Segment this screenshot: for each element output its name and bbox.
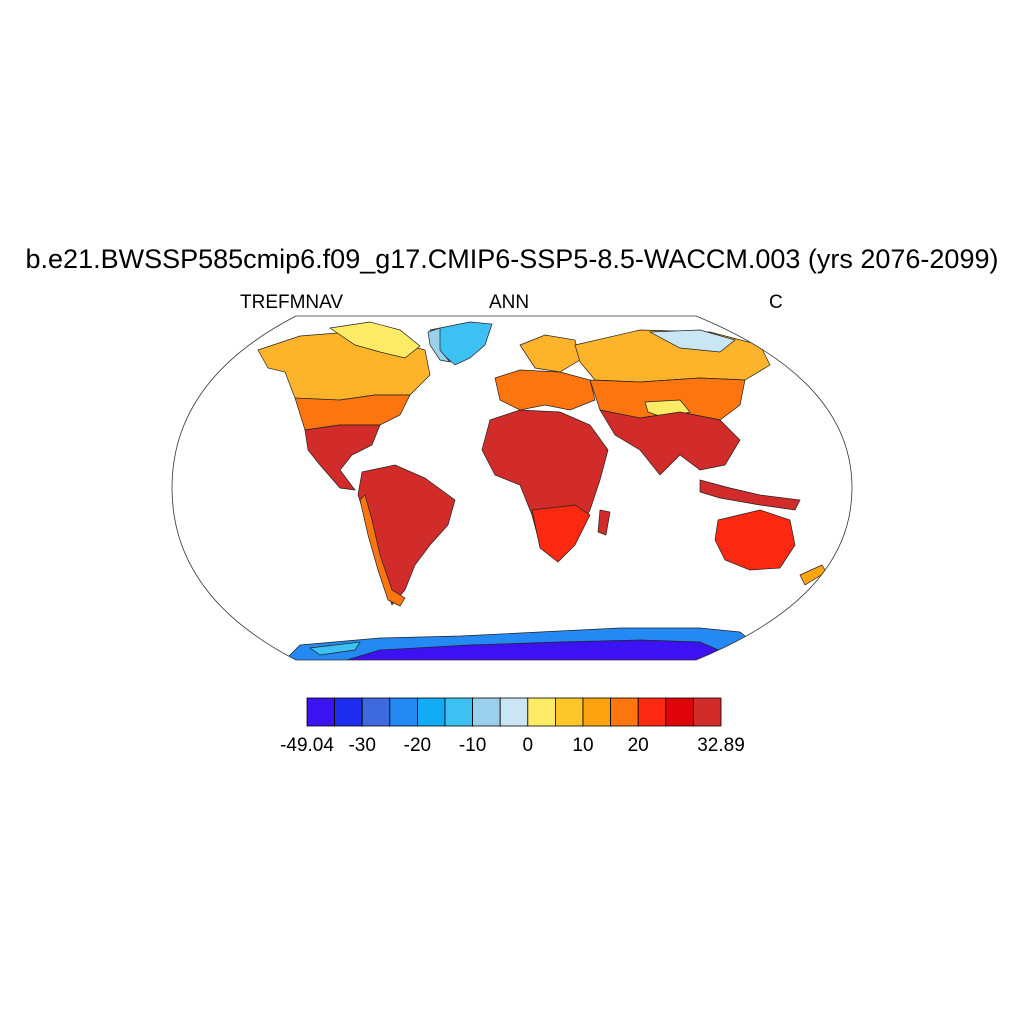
colorbar-swatch [665, 697, 694, 727]
colorbar-tick-label: -20 [403, 735, 432, 756]
north-america-south [304, 424, 381, 491]
colorbar-swatch [693, 697, 722, 727]
colorbar-tick-label: -49.04 [280, 735, 334, 756]
africa-south [531, 504, 591, 563]
scandinavia [519, 334, 581, 373]
colorbar-swatch [472, 697, 501, 727]
south-asia [599, 409, 741, 476]
colorbar-tick-label: 32.89 [697, 735, 745, 756]
greenland-coast [427, 327, 451, 363]
colorbar-tick-label: 0 [522, 735, 534, 756]
new-zealand [799, 564, 827, 586]
south-america-andes [359, 494, 406, 607]
colorbar-swatch [306, 697, 336, 727]
north-america-arctic [329, 321, 421, 359]
colorbar-tick-label: -10 [458, 735, 487, 756]
indonesia [699, 479, 801, 511]
colorbar [306, 697, 722, 727]
colorbar-tick-label: 10 [572, 735, 594, 756]
colorbar-tick-label: 20 [627, 735, 649, 756]
colorbar-swatch [334, 697, 363, 727]
colorbar-swatch [499, 697, 529, 727]
antarctica-interior [329, 639, 731, 660]
europe [494, 369, 596, 411]
colorbar-swatch [610, 697, 639, 727]
colorbar-swatch [444, 697, 474, 727]
colorbar-swatch [555, 697, 584, 727]
variable-label: TREFMNAV [240, 292, 344, 313]
antarctica-edge [309, 641, 361, 656]
madagascar [597, 509, 611, 536]
season-label: ANN [489, 292, 530, 313]
colorbar-swatch [582, 697, 612, 727]
map-outline [171, 315, 853, 661]
colorbar-swatch [416, 697, 446, 727]
colorbar-swatch [389, 697, 418, 727]
plot-title: b.e21.BWSSP585cmip6.f09_g17.CMIP6-SSP5-8… [25, 244, 999, 274]
colorbar-swatch [637, 697, 667, 727]
colorbar-swatch [361, 697, 391, 727]
units-label: C [769, 292, 783, 313]
arctic-siberia [648, 329, 736, 353]
colorbar-tick-label: -30 [348, 735, 376, 756]
australia [714, 509, 796, 571]
colorbar-swatch [527, 697, 556, 727]
